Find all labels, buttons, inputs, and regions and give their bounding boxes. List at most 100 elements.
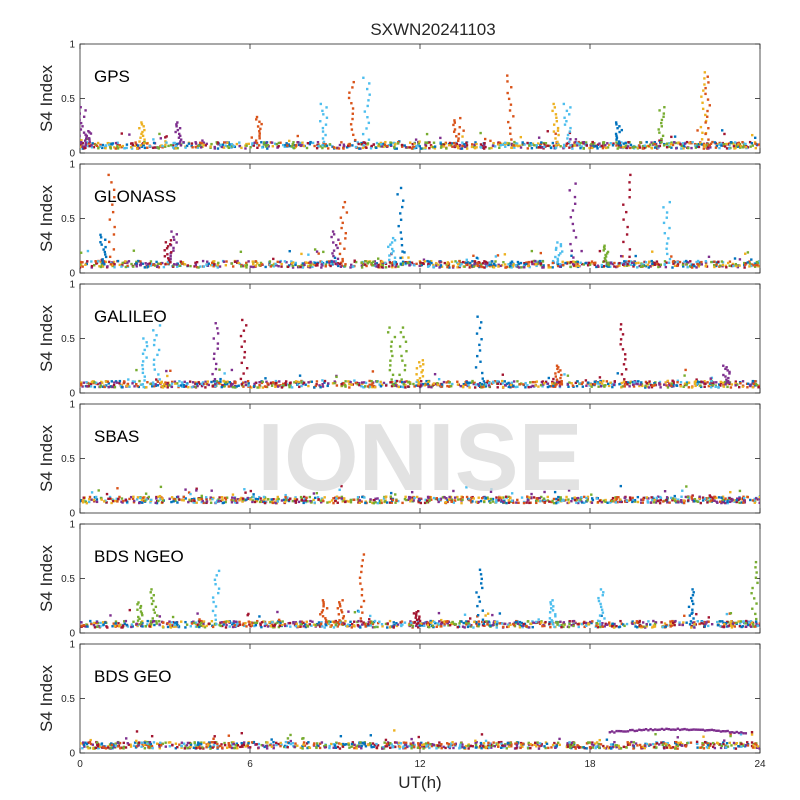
spike-point <box>152 358 156 361</box>
data-point <box>176 142 179 146</box>
data-point <box>465 263 468 267</box>
data-points <box>80 71 760 150</box>
data-point <box>265 623 268 627</box>
data-point <box>638 621 641 624</box>
data-point <box>732 499 736 502</box>
data-point <box>125 146 128 150</box>
data-point <box>212 265 215 268</box>
data-point <box>141 501 144 504</box>
data-point <box>446 498 449 502</box>
data-point <box>314 384 317 388</box>
spike-point <box>258 137 261 140</box>
axes-box <box>79 523 761 634</box>
data-point <box>92 623 96 627</box>
data-point <box>661 625 664 629</box>
data-point <box>349 498 352 502</box>
spike-point <box>388 254 391 257</box>
data-point <box>710 260 713 264</box>
data-point <box>313 248 317 251</box>
data-point <box>749 498 752 502</box>
data-point <box>219 143 222 147</box>
data-point <box>693 264 696 268</box>
data-point <box>80 500 82 503</box>
data-point <box>448 498 451 501</box>
data-point <box>197 266 200 269</box>
spike-point <box>555 116 558 119</box>
data-point <box>492 621 495 624</box>
data-point <box>553 382 557 385</box>
data-point <box>752 625 755 628</box>
data-point <box>631 380 634 384</box>
spike-point <box>258 120 261 123</box>
data-point <box>609 261 612 264</box>
data-point <box>593 263 596 267</box>
data-point <box>162 265 166 269</box>
data-point <box>697 145 701 149</box>
data-point <box>743 261 746 265</box>
data-point <box>333 381 336 385</box>
data-point <box>658 382 661 385</box>
data-point <box>360 500 363 503</box>
data-point <box>161 261 164 265</box>
data-point <box>102 261 106 265</box>
data-point <box>366 385 370 388</box>
data-point <box>360 623 364 626</box>
data-point <box>160 497 164 500</box>
data-point <box>748 260 751 263</box>
data-point <box>82 496 85 499</box>
data-point <box>703 380 706 383</box>
data-point <box>570 624 573 627</box>
data-point <box>302 501 305 505</box>
data-point <box>156 384 160 387</box>
data-point <box>135 382 138 386</box>
data-point <box>315 380 319 383</box>
data-point <box>571 497 574 500</box>
data-point <box>472 254 475 257</box>
data-point <box>655 496 659 500</box>
data-point <box>669 142 673 146</box>
data-point <box>720 142 723 145</box>
data-point <box>570 254 573 257</box>
data-point <box>350 623 354 626</box>
data-point <box>330 260 334 263</box>
data-point <box>124 619 128 623</box>
data-point <box>380 499 383 502</box>
data-point <box>465 495 469 499</box>
spike-point <box>143 138 146 141</box>
data-point <box>271 620 274 624</box>
data-point <box>754 380 757 383</box>
data-point <box>110 380 113 383</box>
data-point <box>722 385 726 388</box>
data-point <box>718 264 722 267</box>
data-point <box>144 262 147 265</box>
spike-point <box>614 121 618 124</box>
spike-point <box>725 366 728 369</box>
data-point <box>154 384 158 387</box>
data-point <box>657 263 661 266</box>
spike-point <box>140 123 144 126</box>
spike-point <box>707 127 710 130</box>
data-point <box>484 383 488 386</box>
spike-point <box>402 199 405 202</box>
data-point <box>194 622 198 626</box>
data-point <box>193 265 196 268</box>
data-point <box>445 497 448 500</box>
data-point <box>737 498 740 502</box>
spike-point <box>337 238 340 241</box>
data-point <box>649 264 652 268</box>
data-point <box>391 498 395 502</box>
data-point <box>261 386 265 389</box>
data-point <box>615 497 618 501</box>
data-point <box>332 497 335 500</box>
data-point <box>381 262 384 265</box>
data-point <box>222 623 225 626</box>
data-point <box>731 624 734 627</box>
data-point <box>725 266 728 269</box>
data-point <box>558 265 562 268</box>
data-point <box>306 261 309 265</box>
spike-point <box>604 259 608 263</box>
data-point <box>490 263 493 266</box>
data-point <box>675 384 679 387</box>
